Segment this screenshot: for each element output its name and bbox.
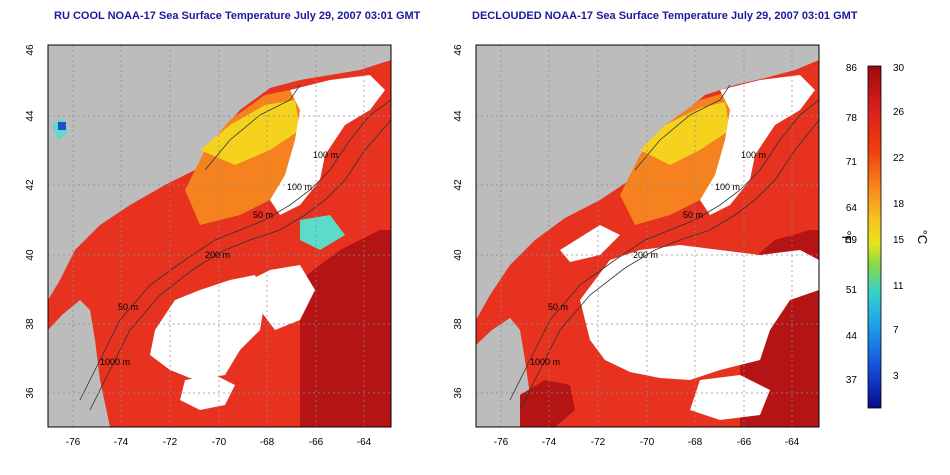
lon-tick-label: -76 <box>66 437 81 448</box>
left-cloud-mass <box>150 275 265 380</box>
left-lat-axis: 46 44 42 40 38 36 <box>25 44 36 399</box>
f-tick-label: 78 <box>846 113 858 124</box>
right-map-panel: 100 m 100 m 50 m 200 m 50 m 1000 m -76 -… <box>453 44 820 448</box>
lon-tick-label: -64 <box>357 437 372 448</box>
lat-tick-label: 42 <box>453 179 464 191</box>
right-map-frame <box>475 44 820 428</box>
colorbar-celsius-ticks: 30 26 22 18 15 11 7 3 <box>893 63 905 382</box>
f-tick-label: 71 <box>846 157 858 168</box>
f-tick-label: 86 <box>846 63 858 74</box>
contour-label: 100 m <box>287 182 312 192</box>
lat-tick-label: 44 <box>25 110 36 122</box>
left-lon-axis: -76 -74 -72 -70 -68 -66 -64 <box>66 437 372 448</box>
right-contour-labels: 100 m 100 m 50 m 200 m 50 m 1000 m <box>530 150 766 367</box>
c-tick-label: 18 <box>893 199 905 210</box>
left-cloud-2 <box>250 265 315 330</box>
lon-tick-label: -74 <box>542 437 557 448</box>
lon-tick-label: -76 <box>494 437 509 448</box>
lat-tick-label: 42 <box>25 179 36 191</box>
right-cloud-gap-3 <box>560 225 620 262</box>
lon-tick-label: -68 <box>260 437 275 448</box>
colorbar-gradient <box>867 65 882 409</box>
c-tick-label: 11 <box>893 281 904 292</box>
f-tick-label: 44 <box>846 331 858 342</box>
left-contours <box>79 84 391 411</box>
c-tick-label: 30 <box>893 63 905 74</box>
contour-label: 50 m <box>253 210 273 220</box>
contour-label: 1000 m <box>530 357 560 367</box>
left-cloud-3 <box>180 375 235 410</box>
lon-tick-label: -66 <box>737 437 752 448</box>
contour-label: 200 m <box>633 250 658 260</box>
f-tick-label: 64 <box>846 203 858 214</box>
c-tick-label: 26 <box>893 107 905 118</box>
lat-tick-label: 40 <box>453 249 464 261</box>
right-contours <box>509 84 819 411</box>
c-tick-label: 7 <box>893 325 899 336</box>
right-gulf-yellow <box>640 102 730 165</box>
contour-label: 50 m <box>548 302 568 312</box>
left-map-frame <box>47 44 392 428</box>
colorbar-fahrenheit-ticks: 86 78 71 64 59 51 44 37 <box>846 63 858 386</box>
lat-tick-label: 38 <box>453 318 464 330</box>
contour-label: 50 m <box>683 210 703 220</box>
lon-tick-label: -70 <box>640 437 655 448</box>
left-cold-patch-3 <box>58 122 66 130</box>
right-lat-axis: 46 44 42 40 38 36 <box>453 44 464 399</box>
contour-label: 100 m <box>313 150 338 160</box>
left-shelf-white <box>270 75 385 215</box>
lat-tick-label: 36 <box>25 387 36 399</box>
contour-label: 100 m <box>741 150 766 160</box>
lon-tick-label: -64 <box>785 437 800 448</box>
lon-tick-label: -74 <box>114 437 129 448</box>
lon-tick-label: -68 <box>688 437 703 448</box>
lat-tick-label: 46 <box>453 44 464 56</box>
lon-tick-label: -66 <box>309 437 324 448</box>
lat-tick-label: 46 <box>25 44 36 56</box>
lon-tick-label: -72 <box>591 437 606 448</box>
right-lon-axis: -76 -74 -72 -70 -68 -66 -64 <box>494 437 800 448</box>
left-graticule <box>48 45 391 427</box>
c-tick-label: 3 <box>893 371 899 382</box>
c-tick-label: 15 <box>893 235 905 246</box>
lat-tick-label: 40 <box>25 249 36 261</box>
contour-label: 100 m <box>715 182 740 192</box>
left-coast-land <box>48 300 110 427</box>
lat-tick-label: 36 <box>453 387 464 399</box>
right-dark-patch <box>520 380 575 427</box>
lat-tick-label: 44 <box>453 110 464 122</box>
contour-label: 200 m <box>205 250 230 260</box>
lon-tick-label: -72 <box>163 437 178 448</box>
left-cold-patch <box>300 215 345 250</box>
f-tick-label: 59 <box>846 235 858 246</box>
temperature-colorbar: 86 78 71 64 59 51 44 37 30 26 22 18 15 1… <box>839 63 930 409</box>
right-cloud-gap <box>580 245 819 380</box>
left-map-title: RU COOL NOAA-17 Sea Surface Temperature … <box>54 10 421 22</box>
lon-tick-label: -70 <box>212 437 227 448</box>
f-tick-label: 37 <box>846 375 858 386</box>
contour-label: 1000 m <box>100 357 130 367</box>
contour-label: 50 m <box>118 302 138 312</box>
fahrenheit-axis-label: °F <box>839 230 854 243</box>
right-map-title: DECLOUDED NOAA-17 Sea Surface Temperatur… <box>472 10 858 22</box>
right-cloud-gap-2 <box>690 375 770 420</box>
right-graticule <box>476 45 819 427</box>
c-tick-label: 22 <box>893 153 905 164</box>
celsius-axis-label: °C <box>915 230 930 245</box>
lat-tick-label: 38 <box>25 318 36 330</box>
left-warm-core <box>300 230 391 427</box>
left-contour-labels: 100 m 100 m 50 m 200 m 50 m 1000 m <box>100 150 338 367</box>
f-tick-label: 51 <box>846 285 858 296</box>
left-map-panel: 100 m 100 m 50 m 200 m 50 m 1000 m -76 -… <box>25 44 392 448</box>
right-shelf-white <box>700 75 815 215</box>
